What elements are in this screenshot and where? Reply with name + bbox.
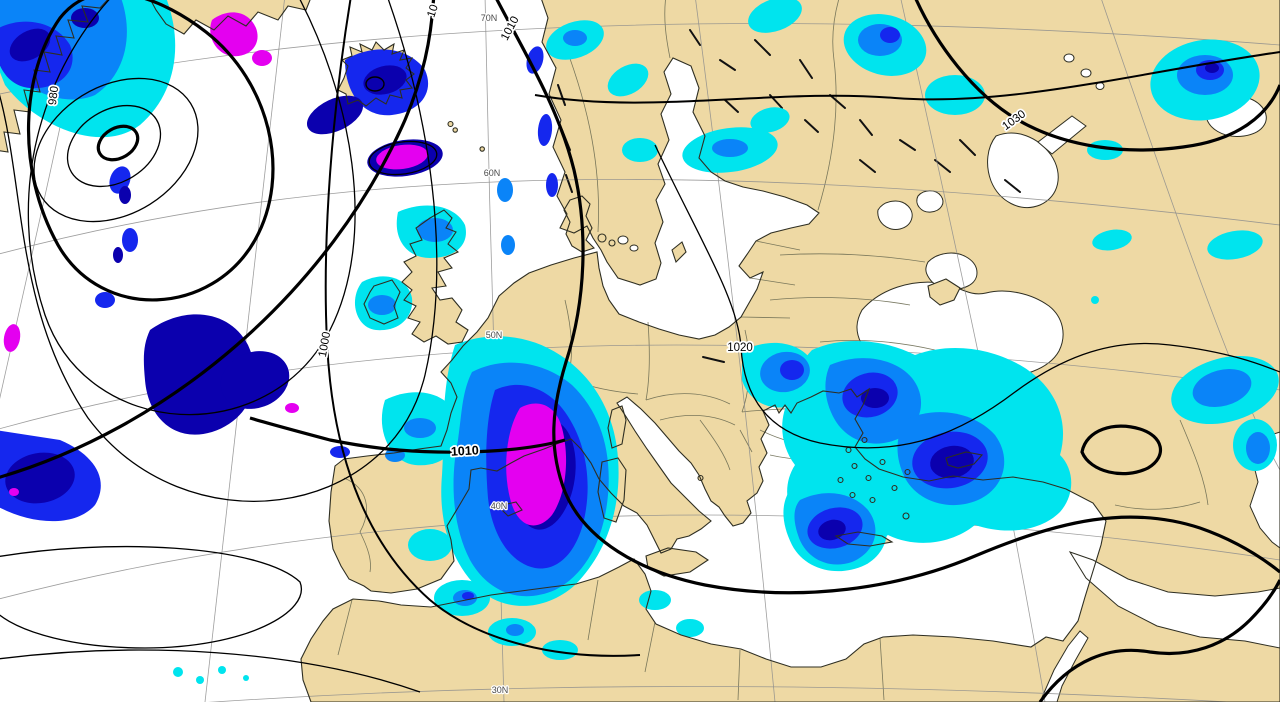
latitude-label-40n: 40N [491, 501, 508, 511]
precip-heavy-fills [0, 21, 1224, 600]
latitude-label-70n: 70N [481, 13, 498, 23]
latitude-label-50n: 50N [486, 330, 503, 340]
isobar-label-1010-med: 1010 [451, 443, 480, 458]
isobar-label-1020: 1020 [727, 342, 753, 354]
latitude-label-30n: 30N [492, 685, 509, 695]
isobar-label-10-partial: 10 [425, 3, 440, 19]
isobar-label-980: 980 [47, 85, 61, 106]
latitude-label-60n: 60N [484, 168, 501, 178]
iceland-glacier-ring [365, 76, 385, 92]
